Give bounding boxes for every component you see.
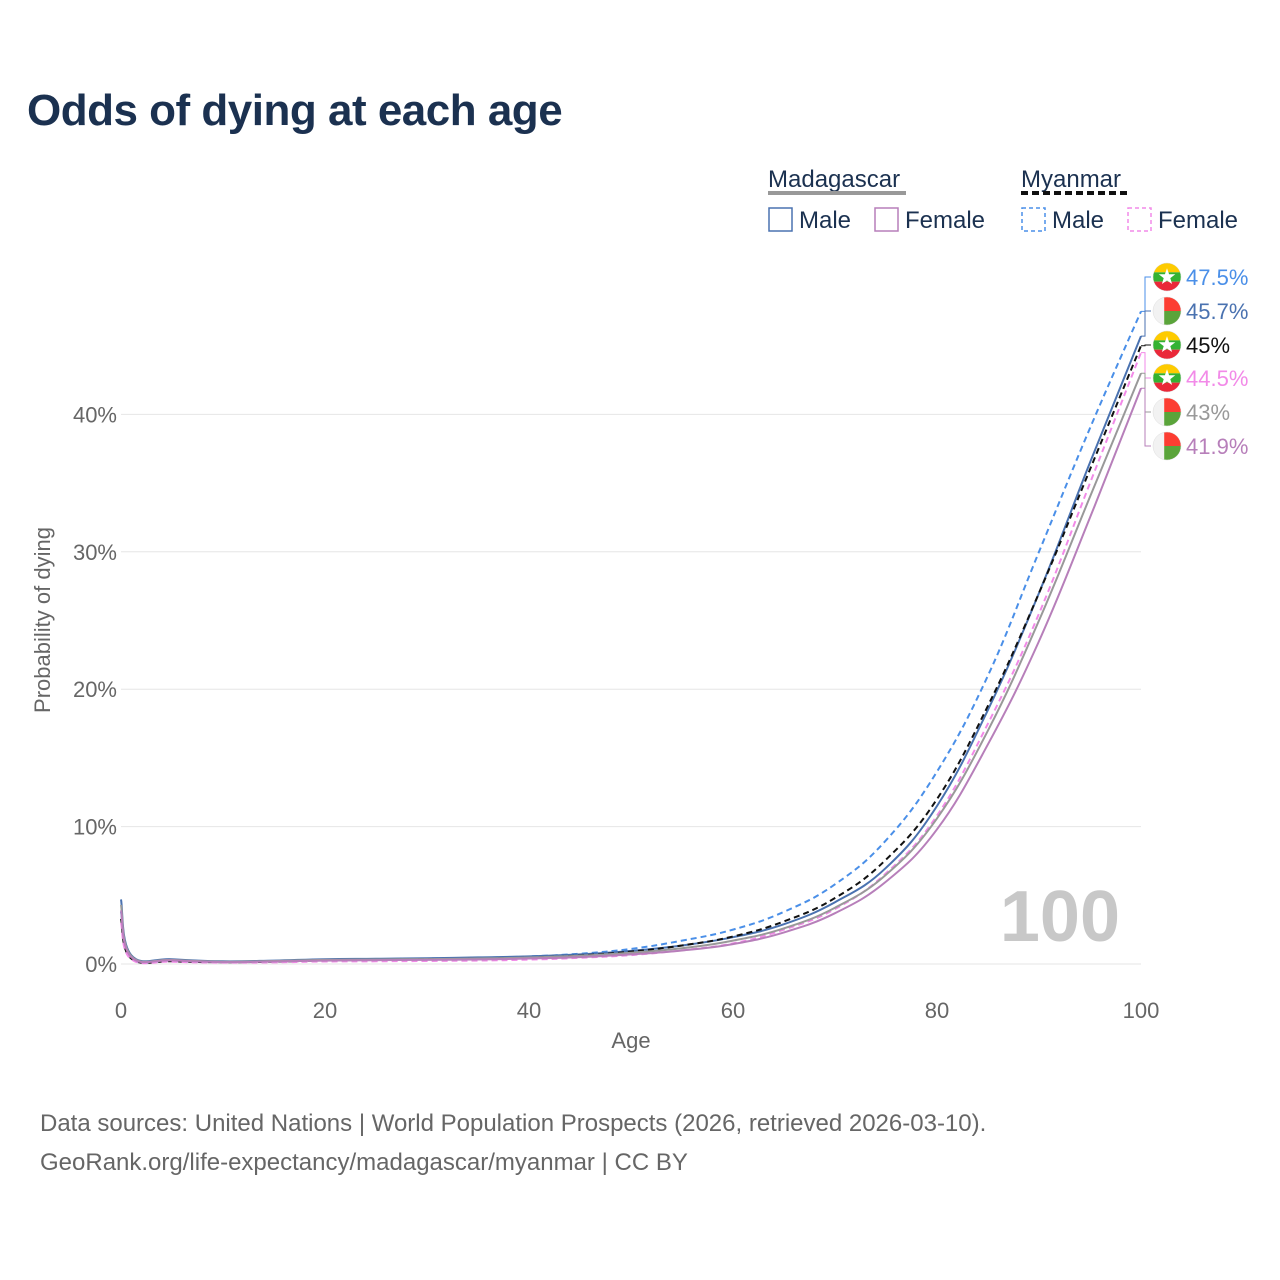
chart-canvas: Madagascar Male Female Myanmar Male Female 0%… [30,166,1248,1053]
series-line-myanmar-male [120,310,1142,964]
end-label-value: 45% [1186,333,1230,358]
footer: Data sources: United Nations | World Pop… [40,1104,986,1182]
end-label-connector [1141,352,1151,379]
y-tick-label: 20% [73,677,117,702]
legend-item-label: Male [799,207,851,234]
legend-swatch [768,207,793,232]
legend-swatch [874,207,899,232]
end-label-connector [1141,310,1151,337]
x-tick-label: 20 [313,998,337,1023]
series-line-madagascar-female [120,387,1142,964]
x-tick-label: 40 [517,998,541,1023]
y-tick-label: 30% [73,540,117,565]
end-label-connector [1141,344,1151,347]
axis-titles: Age Probability of dying [30,527,651,1053]
end-labels: 47.5% 45.7% 45% 44.5% 43% 41.9% [1141,262,1248,461]
end-label-value: 45.7% [1186,299,1248,324]
series-line-madagascar-male [120,335,1142,963]
legend-swatch [1021,207,1046,232]
footer-sources: Data sources: United Nations | World Pop… [40,1110,987,1137]
legend-item-label: Female [1158,207,1238,234]
legend-item-label: Male [1052,207,1104,234]
myanmar-flag-icon [1152,330,1182,360]
y-axis-title: Probability of dying [30,527,55,713]
myanmar-flag-icon [1152,363,1182,393]
y-tick-label: 40% [73,402,117,427]
y-tick-label: 10% [73,815,117,840]
end-label-connector [1141,387,1151,447]
series-lines [120,310,1142,965]
end-label-value: 43% [1186,400,1230,425]
legend[interactable]: Madagascar Male Female Myanmar Male Female [768,166,1238,234]
legend-swatch [1127,207,1152,232]
chart-title: Odds of dying at each age [27,86,563,135]
legend-group-title: Myanmar [1021,166,1121,193]
year-watermark: 100 [1000,877,1120,957]
myanmar-flag-icon [1152,262,1182,292]
series-line-madagascar-all- [120,372,1142,963]
end-label-value: 44.5% [1186,366,1248,391]
footer-link[interactable]: GeoRank.org/life-expectancy/madagascar/m… [40,1149,688,1176]
end-label-value: 41.9% [1186,434,1248,459]
x-tick-label: 0 [115,998,127,1023]
x-tick-label: 100 [1123,998,1160,1023]
end-label-value: 47.5% [1186,265,1248,290]
x-axis-title: Age [611,1028,650,1053]
axis-ticks: 0% 10% 20% 30% 40% 0 20 40 60 80 100 [73,402,1159,1023]
series-line-myanmar-female [120,352,1142,965]
x-tick-label: 60 [721,998,745,1023]
gridlines [121,413,1141,965]
y-tick-label: 0% [85,952,117,977]
x-tick-label: 80 [925,998,949,1023]
legend-item-label: Female [905,207,985,234]
end-label-connector [1141,276,1151,312]
legend-group-title: Madagascar [768,166,900,193]
end-label-connector [1141,372,1151,413]
series-line-madagascar-total- [120,345,1142,964]
